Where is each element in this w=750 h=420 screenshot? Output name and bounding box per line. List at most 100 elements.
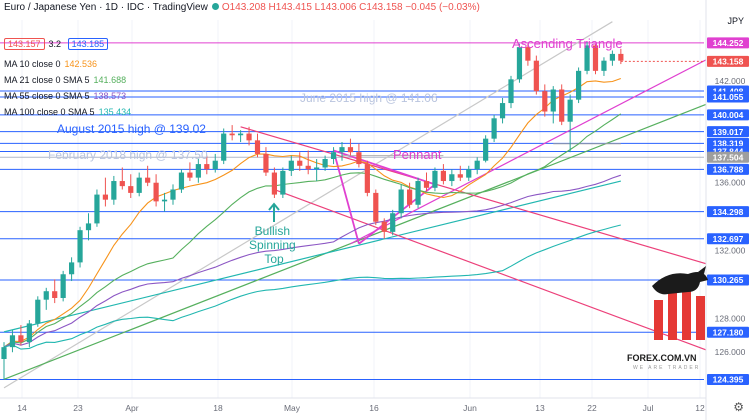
annotation-pennant: Pennant bbox=[393, 147, 442, 162]
candle-body bbox=[18, 335, 24, 343]
candle-body bbox=[85, 223, 92, 231]
candle bbox=[601, 57, 607, 76]
bid-box[interactable]: 143.157 bbox=[4, 38, 45, 50]
candle bbox=[533, 55, 539, 95]
candle bbox=[43, 287, 49, 310]
ma-legend-item[interactable]: MA 10 close 0 142.536 bbox=[4, 59, 98, 69]
candle-body bbox=[364, 164, 370, 193]
candle-body bbox=[35, 299, 41, 324]
candle-body bbox=[592, 45, 599, 71]
spinning-top-arrow bbox=[268, 202, 280, 222]
price-level-tag bbox=[707, 326, 749, 338]
candle bbox=[618, 48, 624, 65]
spread-value: 3.2 bbox=[48, 39, 62, 49]
candle bbox=[356, 143, 362, 168]
candle-body bbox=[52, 291, 58, 298]
candle bbox=[407, 182, 413, 209]
candle-body bbox=[609, 53, 615, 61]
price-tick-label: 126.000 bbox=[715, 347, 746, 357]
pennant-lower-line bbox=[358, 183, 436, 245]
candle bbox=[508, 75, 514, 109]
candle-body bbox=[398, 189, 404, 214]
candle-body bbox=[415, 181, 421, 205]
settings-gear-icon[interactable]: ⚙ bbox=[733, 400, 744, 414]
candle bbox=[246, 126, 252, 146]
candle bbox=[119, 167, 125, 190]
candle-body bbox=[356, 152, 362, 165]
candle bbox=[187, 162, 193, 182]
ma-21-line bbox=[3, 113, 622, 348]
annotation-august-2015-high: August 2015 high @ 139.02 bbox=[57, 122, 206, 136]
candle bbox=[339, 142, 345, 161]
candle-body bbox=[542, 91, 548, 112]
forex-bull-logo bbox=[652, 266, 708, 340]
price-level-label: 141.408 bbox=[713, 86, 744, 96]
candle-body bbox=[584, 45, 590, 71]
candle-body bbox=[288, 160, 294, 171]
candle-body bbox=[330, 152, 337, 159]
candle bbox=[136, 172, 142, 197]
candle-body bbox=[339, 147, 345, 153]
candle bbox=[559, 84, 565, 126]
candle-body bbox=[466, 169, 472, 178]
price-level-tag bbox=[707, 37, 749, 49]
candle-body bbox=[432, 170, 438, 188]
candle bbox=[161, 192, 168, 212]
candle bbox=[111, 175, 117, 205]
candle-body bbox=[187, 172, 193, 178]
candle bbox=[145, 165, 151, 187]
ma-10-line bbox=[3, 77, 621, 348]
price-boxes: 143.157 3.2 143.185 bbox=[4, 38, 112, 50]
watermark-tagline: WE ARE TRADER bbox=[633, 365, 701, 371]
candle bbox=[491, 114, 497, 143]
currency-label[interactable]: JPY bbox=[727, 16, 744, 26]
ma-legend-item[interactable]: MA 21 close 0 SMA 5 141.688 bbox=[4, 75, 127, 85]
candle bbox=[1, 342, 7, 380]
candle-body bbox=[161, 199, 168, 202]
candle-body bbox=[254, 140, 261, 154]
candle bbox=[440, 164, 446, 185]
annotation-june-2015-high: June 2015 high @ 141.06 bbox=[300, 91, 438, 105]
candle bbox=[254, 133, 261, 158]
candle bbox=[364, 160, 370, 197]
candle-body bbox=[271, 172, 277, 195]
price-level-tag bbox=[707, 109, 749, 121]
time-axis: 14 23 Apr 18 May 16 Jun 13 22 Jul 12 bbox=[0, 397, 706, 413]
candle bbox=[525, 43, 531, 66]
price-tick-label: 132.000 bbox=[715, 246, 746, 256]
price-level-label: 136.788 bbox=[713, 165, 744, 175]
candle bbox=[77, 226, 83, 268]
ma-legend-item[interactable]: MA 55 close 0 SMA 5 138.573 bbox=[4, 91, 127, 101]
candle-body bbox=[499, 103, 506, 119]
candle-body bbox=[9, 335, 16, 348]
time-tick-label: Jul bbox=[643, 403, 654, 413]
price-level-label: 130.265 bbox=[713, 275, 744, 285]
ask-box[interactable]: 143.185 bbox=[67, 38, 109, 50]
candle bbox=[584, 42, 590, 75]
candle bbox=[398, 184, 404, 219]
candle-body bbox=[449, 174, 455, 182]
price-level-label: 144.252 bbox=[713, 38, 744, 48]
candle bbox=[60, 270, 66, 302]
candle-body bbox=[204, 164, 210, 170]
price-level-tag bbox=[707, 126, 749, 138]
candle bbox=[305, 150, 311, 175]
candle-body bbox=[373, 192, 379, 222]
candle-body bbox=[474, 160, 480, 170]
price-level-tag bbox=[707, 206, 749, 218]
candle bbox=[567, 94, 573, 153]
ma-legend-item[interactable]: MA 100 close 0 SMA 5 135.434 bbox=[4, 107, 132, 117]
support-line bbox=[3, 180, 621, 333]
candle-body bbox=[153, 182, 159, 202]
candle-body bbox=[238, 133, 244, 136]
candle-body bbox=[322, 158, 328, 168]
ohlc-readout: O143.208 H143.415 L143.006 C143.158 −0.0… bbox=[221, 2, 480, 13]
candle bbox=[415, 177, 421, 209]
annotation-spinning-top: Bullish Spinning Top bbox=[249, 224, 299, 266]
candle-body bbox=[1, 347, 7, 360]
candle bbox=[288, 155, 294, 176]
candle-body bbox=[229, 133, 235, 136]
symbol-title: Euro / Japanese Yen · 1D · IDC · Trading… bbox=[4, 2, 208, 13]
candle-body bbox=[195, 164, 201, 178]
